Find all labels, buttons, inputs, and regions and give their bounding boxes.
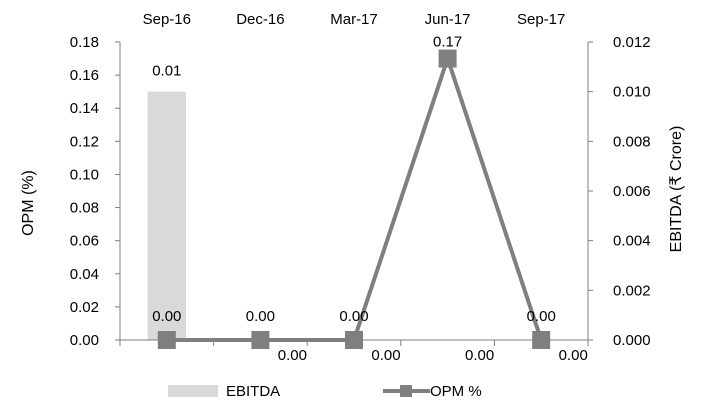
opm-line-series bbox=[157, 49, 551, 349]
ebitda-data-label: 0.00 bbox=[371, 347, 400, 364]
y-left-tick-label: 0.10 bbox=[70, 166, 99, 183]
y-left-tick-label: 0.08 bbox=[70, 200, 99, 217]
legend-label-opm: OPM % bbox=[430, 383, 482, 400]
tick-labels: 0.00 0.02 0.04 0.06 0.08 0.10 0.12 0.14 0.16 0.18… bbox=[70, 11, 651, 349]
y-right-tick-label: 0.010 bbox=[613, 84, 651, 101]
opm-marker-sep-16 bbox=[157, 331, 176, 349]
opm-line bbox=[166, 56, 544, 342]
x-category-label-sep-17: Sep-17 bbox=[517, 11, 565, 28]
axes bbox=[115, 41, 593, 346]
ebitda-bar-sep-16 bbox=[147, 91, 186, 341]
legend-marker-opm bbox=[400, 385, 412, 397]
opm-marker-dec-16 bbox=[251, 331, 270, 349]
y-right-tick-label: 0.008 bbox=[613, 133, 651, 150]
ebitda-data-label: 0.00 bbox=[559, 347, 588, 364]
y-left-tick-label: 0.06 bbox=[70, 233, 99, 250]
y-right-tick-label: 0.012 bbox=[613, 34, 651, 51]
ebitda-data-label: 0.01 bbox=[152, 63, 181, 80]
y-left-tick-label: 0.04 bbox=[70, 266, 99, 283]
data-labels: 0.00 0.00 0.00 0.17 0.00 0.01 0.00 0.00 0.00 0.00 bbox=[152, 34, 588, 364]
y-right-tick-label: 0.006 bbox=[613, 183, 651, 200]
legend: EBITDA OPM % bbox=[168, 383, 482, 400]
y-left-tick-label: 0.00 bbox=[70, 332, 99, 349]
y-axis-left-title: OPM (%) bbox=[20, 170, 37, 236]
y-left-tick-label: 0.14 bbox=[70, 100, 99, 117]
opm-data-label: 0.00 bbox=[527, 308, 556, 325]
opm-data-label: 0.00 bbox=[152, 308, 181, 325]
y-left-tick-label: 0.12 bbox=[70, 133, 99, 150]
y-axis-right-title: EBITDA (₹ Crore) bbox=[668, 126, 685, 253]
legend-label-ebitda: EBITDA bbox=[226, 383, 280, 400]
y-left-tick-label: 0.02 bbox=[70, 299, 99, 316]
y-right-tick-label: 0.000 bbox=[613, 332, 651, 349]
x-category-label-dec-16: Dec-16 bbox=[236, 11, 284, 28]
y-right-tick-label: 0.002 bbox=[613, 282, 651, 299]
y-left-tick-label: 0.18 bbox=[70, 34, 99, 51]
opm-marker-jun-17 bbox=[438, 49, 457, 68]
x-category-label-jun-17: Jun-17 bbox=[425, 11, 471, 28]
ebitda-data-label: 0.00 bbox=[278, 347, 307, 364]
x-category-label-sep-16: Sep-16 bbox=[143, 11, 191, 28]
y-left-tick-label: 0.16 bbox=[70, 67, 99, 84]
opm-data-label: 0.00 bbox=[246, 308, 275, 325]
opm-data-label: 0.17 bbox=[433, 34, 462, 51]
legend-swatch-ebitda bbox=[168, 385, 218, 397]
y-right-tick-label: 0.004 bbox=[613, 233, 651, 250]
ebitda-bars bbox=[147, 91, 186, 341]
opm-data-label: 0.00 bbox=[339, 308, 368, 325]
opm-marker-mar-17 bbox=[345, 331, 363, 349]
ebitda-data-label: 0.00 bbox=[465, 347, 494, 364]
opm-marker-sep-17 bbox=[532, 331, 551, 349]
x-category-label-mar-17: Mar-17 bbox=[330, 11, 378, 28]
